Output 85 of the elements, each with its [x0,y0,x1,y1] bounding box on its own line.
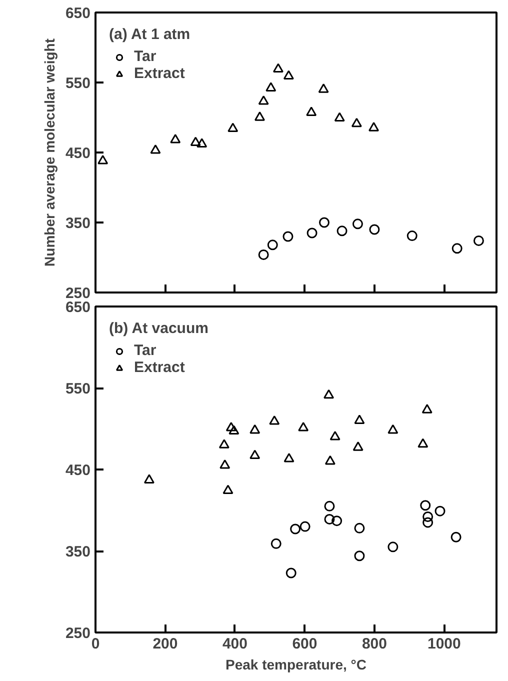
point [266,82,276,92]
point [450,532,462,542]
point [250,424,260,434]
point [324,455,336,465]
legend-title: (a) At 1 atm [109,26,190,43]
point [220,459,230,469]
point [258,249,269,260]
point [422,404,432,414]
point [354,414,365,424]
y-tick-label: 550 [65,380,91,398]
point [284,452,294,462]
legend-title: (b) At vacuum [109,320,208,337]
point [334,112,345,122]
point [218,439,230,448]
point [267,240,278,250]
point [290,524,301,534]
point [298,422,309,432]
x-tick-label: 600 [292,636,318,652]
point [422,512,434,522]
legend-label: Extract [134,359,185,376]
x-tick-label: 1000 [428,636,461,652]
point [250,450,260,459]
point [254,112,265,121]
point [306,228,318,238]
point [324,500,335,512]
point [272,63,284,73]
point [330,430,340,440]
point [354,550,365,562]
y-tick-label: 450 [65,145,91,162]
y-tick-label: 250 [65,285,91,302]
point [418,438,428,448]
point [324,514,335,524]
point [196,138,208,148]
point [368,122,380,132]
point [282,231,294,242]
x-tick-label: 0 [91,636,100,652]
x-axis-title: Peak temperature, °C [226,656,367,672]
point [228,425,240,435]
point [452,243,462,254]
point [388,542,398,552]
point [332,516,342,526]
legend-label: Tar [134,48,156,65]
point [98,154,108,164]
point [420,500,431,511]
y-tick-label: 550 [65,75,91,92]
point [336,226,348,236]
point [300,521,310,532]
point [354,522,365,534]
point [422,517,434,528]
point [270,538,282,549]
point [258,95,269,105]
y-tick-label: 250 [65,625,91,642]
point [318,217,330,228]
legend-label: Extract [134,65,185,82]
point [388,424,398,434]
point [269,415,280,425]
y-tick-label: 350 [65,215,91,232]
point [286,568,296,578]
point [226,422,236,432]
x-tick-label: 200 [152,636,178,652]
point [190,136,201,146]
point [283,70,294,80]
point [222,484,234,494]
point [324,389,334,399]
point [406,230,418,242]
y-tick-label: 450 [65,462,91,479]
point [352,218,363,230]
y-axis-title: Number average molecular weight [41,38,58,266]
y-tick-label: 650 [65,5,91,22]
point [352,442,364,451]
y-tick-label: 650 [65,299,91,316]
x-tick-label: 400 [222,636,248,652]
point [351,118,362,128]
x-tick-label: 800 [362,636,387,652]
point [306,106,317,116]
point [369,224,380,235]
point [228,122,238,132]
legend-label: Tar [134,342,156,359]
point [144,474,154,484]
point [473,235,484,246]
point [150,144,161,154]
point [318,84,329,93]
point [434,506,446,516]
point [170,134,181,144]
y-tick-label: 350 [65,544,91,560]
